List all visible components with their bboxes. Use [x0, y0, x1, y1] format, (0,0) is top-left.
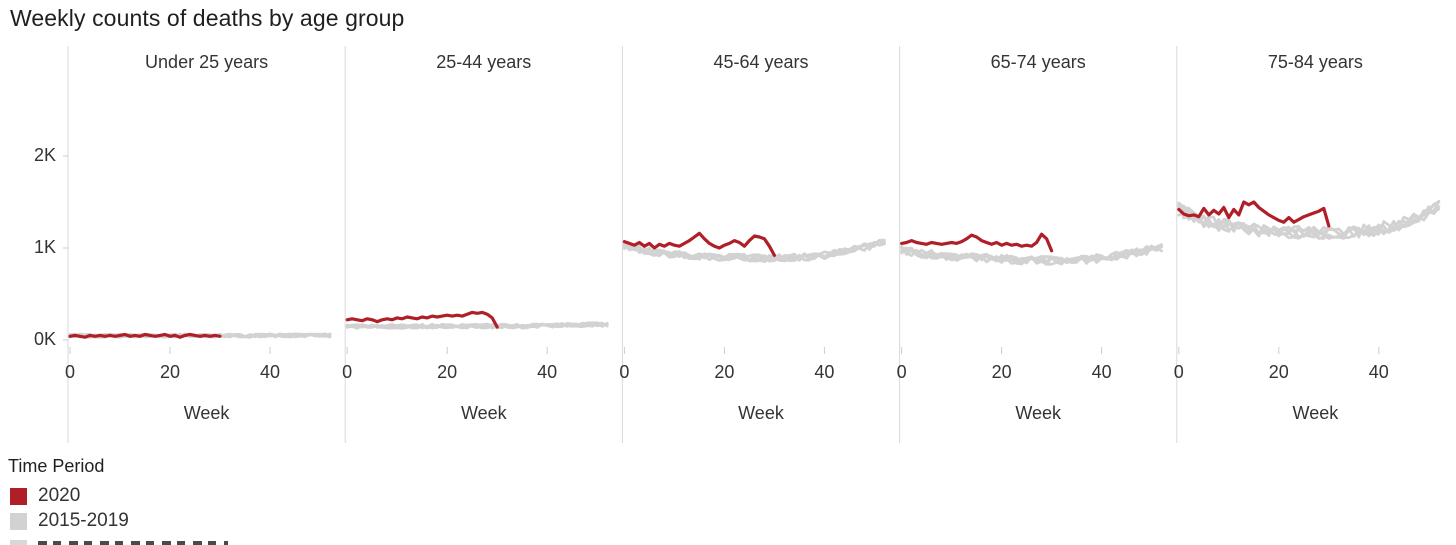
legend-label: 2015-2019 — [38, 510, 129, 531]
chart-title: Weekly counts of deaths by age group — [10, 5, 405, 31]
legend-item-2020[interactable]: 2020 — [10, 485, 81, 506]
gray-line-2015-2019 — [623, 240, 886, 263]
red-line-2020 — [1177, 200, 1331, 228]
legend-label-cropped — [38, 541, 228, 545]
red-line-2020 — [899, 232, 1054, 253]
gray-line-2015-2019 — [1177, 200, 1441, 240]
gray-line-2015-2019 — [1177, 204, 1441, 240]
gray-line-2015-2019 — [345, 321, 609, 330]
legend-swatch-cropped — [10, 540, 27, 545]
red-line-2020 — [68, 332, 222, 339]
gray-line-2015-2019 — [900, 243, 1163, 266]
legend-item-2015-2019[interactable]: 2015-2019 — [10, 510, 129, 531]
legend-title: Time Period — [8, 456, 105, 476]
red-line-2020 — [345, 310, 499, 329]
legend-swatch — [10, 487, 27, 505]
legend-label: 2020 — [38, 485, 81, 506]
legend-swatch — [10, 512, 27, 530]
legend-row-partial-cropped — [10, 540, 270, 545]
red-line-2020 — [622, 231, 777, 257]
